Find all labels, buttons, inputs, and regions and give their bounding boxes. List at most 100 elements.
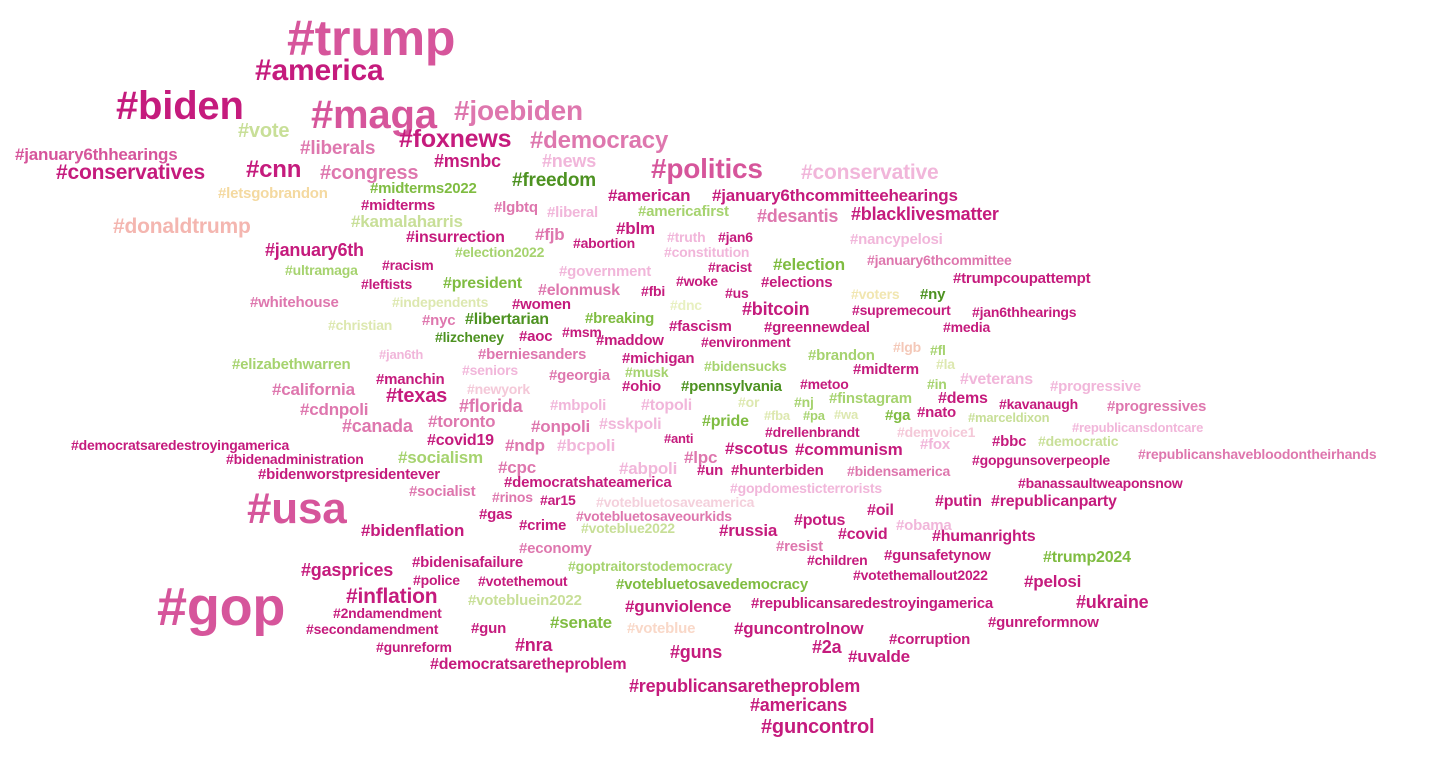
- tag-gunreform: #gunreform: [376, 639, 452, 655]
- tag-ultramaga: #ultramaga: [285, 262, 358, 278]
- tag-fba: #fba: [764, 408, 790, 423]
- tag-socialist: #socialist: [409, 483, 476, 500]
- tag-jan6thhearings: #jan6thhearings: [972, 304, 1077, 320]
- tag-fl: #fl: [930, 342, 946, 358]
- tag-independents: #independents: [392, 294, 489, 310]
- tag-gas: #gas: [479, 506, 513, 523]
- tag-senate: #senate: [550, 613, 612, 632]
- tag-canada: #canada: [342, 416, 413, 436]
- tag-january6thcommittee: #january6thcommittee: [867, 252, 1012, 268]
- tag-crime: #crime: [519, 517, 567, 534]
- tag-newyork: #newyork: [467, 381, 530, 397]
- tag-election: #election: [773, 255, 845, 274]
- tag-trump2024: #trump2024: [1043, 549, 1131, 566]
- tag-pelosi: #pelosi: [1024, 572, 1082, 591]
- tag-brandon: #brandon: [808, 347, 875, 364]
- tag-msm: #msm: [562, 324, 602, 340]
- tag-lgbtq: #lgbtq: [494, 199, 538, 216]
- tag-bitcoin: #bitcoin: [742, 299, 810, 319]
- tag-americans: #americans: [750, 695, 848, 715]
- tag-christian: #christian: [328, 317, 393, 333]
- tag-votethemout: #votethemout: [478, 573, 568, 589]
- tag-america: #america: [255, 54, 384, 87]
- tag-ohio: #ohio: [622, 378, 661, 395]
- tag-bidensucks: #bidensucks: [704, 358, 787, 374]
- tag-resist: #resist: [776, 538, 823, 555]
- tag-putin: #putin: [935, 493, 982, 510]
- tag-in: #in: [927, 376, 947, 392]
- tag-democracy: #democracy: [530, 127, 669, 154]
- tag-blm: #blm: [616, 219, 655, 238]
- tag-florida: #florida: [459, 396, 523, 416]
- tag-scotus: #scotus: [725, 439, 788, 458]
- tag-sskpoli: #sskpoli: [599, 416, 662, 433]
- tag-gopgunsoverpeople: #gopgunsoverpeople: [972, 452, 1110, 468]
- tag-maga: #maga: [311, 93, 437, 137]
- tag-anti: #anti: [664, 431, 694, 446]
- tag-voteblue2022: #voteblue2022: [581, 520, 675, 536]
- tag-woke: #woke: [676, 273, 718, 289]
- tag-fjb: #fjb: [535, 225, 565, 244]
- tag-oil: #oil: [867, 502, 894, 519]
- tag-racism: #racism: [382, 257, 434, 273]
- tag-votebluetosavedemocracy: #votebluetosavedemocracy: [616, 576, 808, 593]
- tag-ny: #ny: [920, 286, 946, 303]
- tag-usa: #usa: [247, 484, 347, 533]
- tag-msnbc: #msnbc: [434, 151, 501, 171]
- tag-bbc: #bbc: [992, 433, 1027, 450]
- tag-gun: #gun: [471, 620, 507, 637]
- tag-politics: #politics: [651, 153, 763, 184]
- tag-manchin: #manchin: [376, 371, 445, 388]
- tag-pa: #pa: [803, 408, 825, 423]
- tag-bidenflation: #bidenflation: [361, 521, 465, 540]
- tag-nato: #nato: [917, 404, 957, 421]
- tag-joebiden: #joebiden: [454, 95, 583, 126]
- tag-toronto: #toronto: [428, 412, 496, 431]
- tag-drellenbrandt: #drellenbrandt: [765, 424, 860, 440]
- tag-democratsaredestroyingamerica: #democratsaredestroyingamerica: [71, 437, 290, 453]
- tag-gunsafetynow: #gunsafetynow: [884, 547, 991, 564]
- tag-dems: #dems: [938, 390, 988, 407]
- tag-bcpoli: #bcpoli: [557, 436, 616, 455]
- tag-berniesanders: #berniesanders: [478, 346, 587, 363]
- tag-congress: #congress: [320, 162, 419, 184]
- tag-supremecourt: #supremecourt: [852, 302, 951, 318]
- tag-abortion: #abortion: [573, 235, 635, 251]
- tag-environment: #environment: [701, 334, 791, 350]
- tag-freedom: #freedom: [512, 170, 596, 191]
- tag-whitehouse: #whitehouse: [250, 294, 339, 311]
- tag-letsgobrandon: #letsgobrandon: [218, 185, 328, 202]
- tag-democratshateamerica: #democratshateamerica: [504, 474, 672, 491]
- tag-greennewdeal: #greennewdeal: [764, 319, 870, 336]
- tag-metoo: #metoo: [800, 376, 849, 392]
- tag-votethemallout2022: #votethemallout2022: [853, 567, 988, 583]
- tag-socialism: #socialism: [398, 448, 483, 467]
- tag-uvalde: #uvalde: [848, 647, 910, 666]
- tag-cdnpoli: #cdnpoli: [300, 400, 369, 419]
- tag-un: #un: [697, 462, 724, 479]
- tag-banassaultweaponsnow: #banassaultweaponsnow: [1018, 475, 1183, 491]
- tag-constitution: #constitution: [664, 244, 750, 260]
- tag-economy: #economy: [519, 540, 592, 557]
- tag-nancypelosi: #nancypelosi: [850, 231, 943, 248]
- tag-insurrection: #insurrection: [406, 229, 505, 246]
- tag-2a: #2a: [812, 637, 842, 657]
- tag-gop: #gop: [157, 577, 286, 637]
- tag-maddow: #maddow: [596, 332, 664, 349]
- tag-breaking: #breaking: [585, 310, 655, 327]
- tag-donaldtrump: #donaldtrump: [113, 215, 251, 238]
- tag-government: #government: [559, 263, 651, 280]
- tag-fbi: #fbi: [641, 283, 666, 299]
- tag-republicanparty: #republicanparty: [991, 493, 1117, 510]
- tag-january6th: #january6th: [265, 240, 364, 260]
- tag-potus: #potus: [794, 512, 846, 529]
- tag-finstagram: #finstagram: [829, 390, 912, 407]
- tag-ga: #ga: [885, 407, 911, 424]
- tag-gasprices: #gasprices: [301, 560, 394, 580]
- tag-us: #us: [725, 285, 749, 301]
- tag-midterms: #midterms: [361, 197, 436, 214]
- tag-conservatives: #conservatives: [56, 161, 205, 184]
- tag-ndp: #ndp: [505, 436, 545, 455]
- tag-fox: #fox: [920, 436, 951, 453]
